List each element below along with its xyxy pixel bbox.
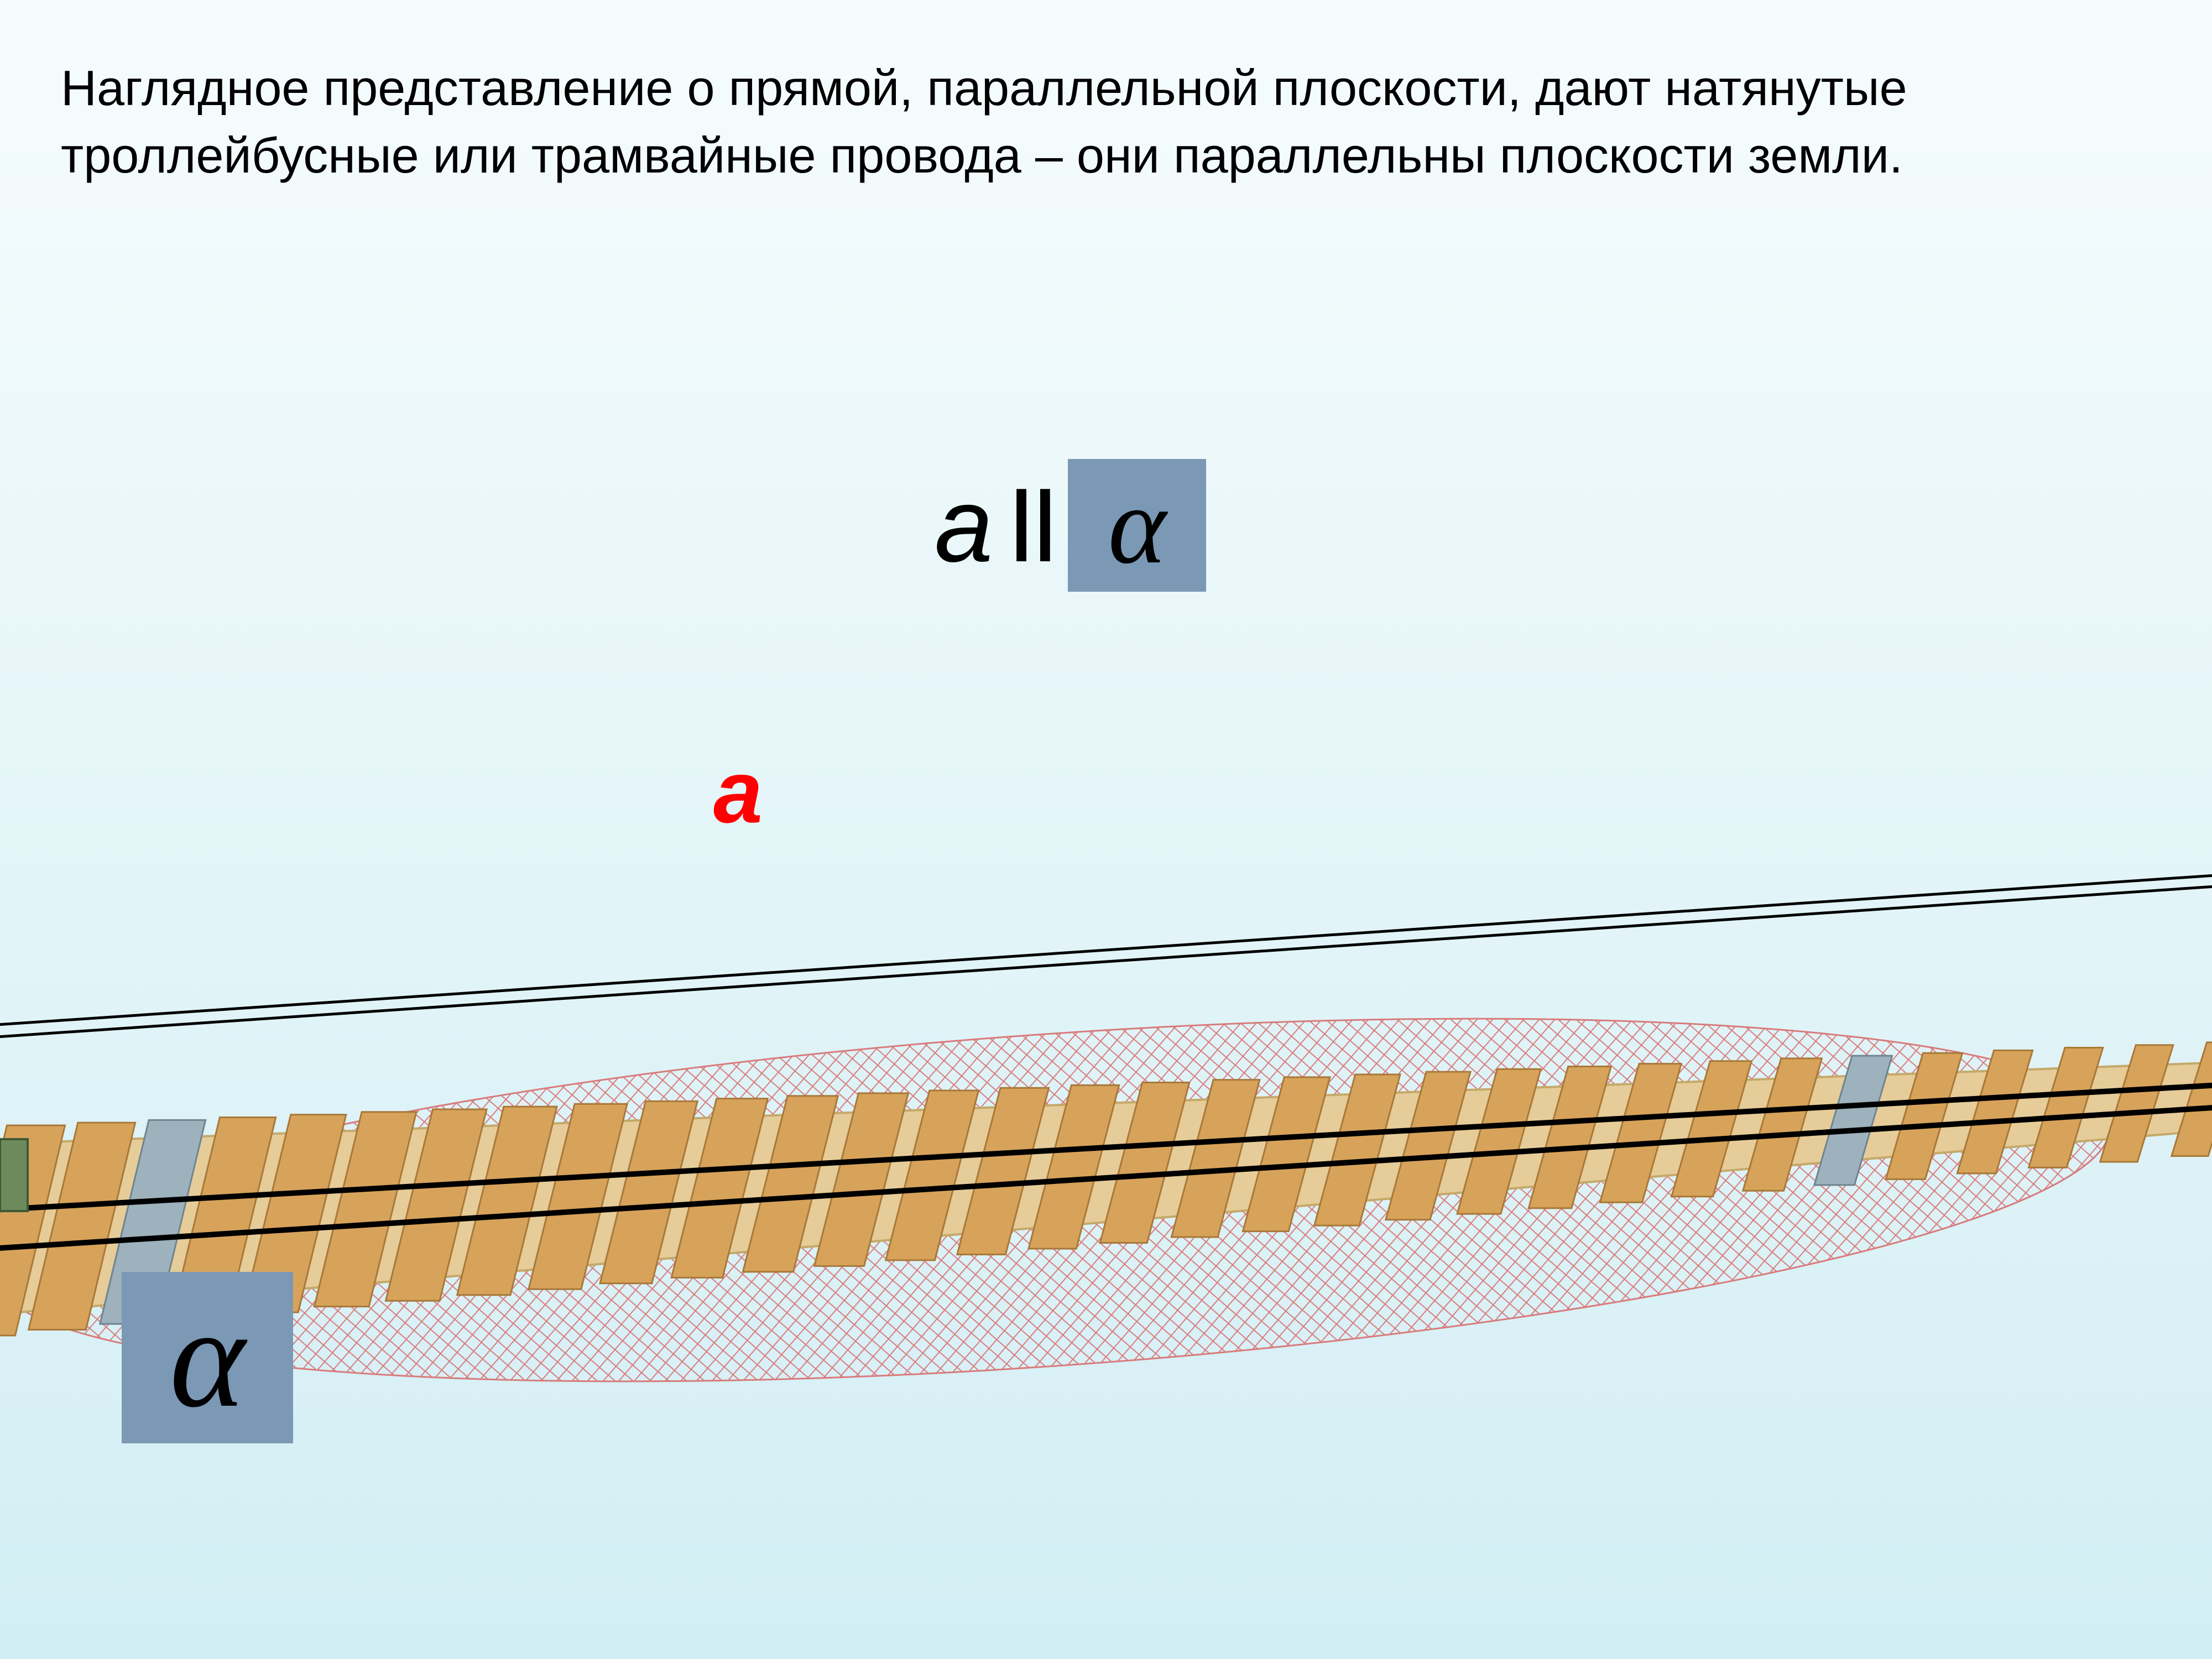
line-a-label: a bbox=[713, 741, 763, 843]
formula-alpha-symbol: α bbox=[1108, 462, 1166, 589]
formula-parallel-symbol: II bbox=[1007, 465, 1055, 586]
ground-alpha-box: α bbox=[122, 1272, 293, 1443]
formula-line-a: a bbox=[935, 465, 993, 586]
slide-background bbox=[0, 0, 2212, 1659]
ground-alpha-symbol: α bbox=[170, 1275, 245, 1441]
slide: Наглядное представление о прямой, паралл… bbox=[0, 0, 2212, 1659]
parallel-formula: a II α bbox=[935, 459, 1206, 592]
formula-alpha-box: α bbox=[1068, 459, 1206, 592]
main-description-text: Наглядное представление о прямой, паралл… bbox=[61, 55, 2179, 190]
